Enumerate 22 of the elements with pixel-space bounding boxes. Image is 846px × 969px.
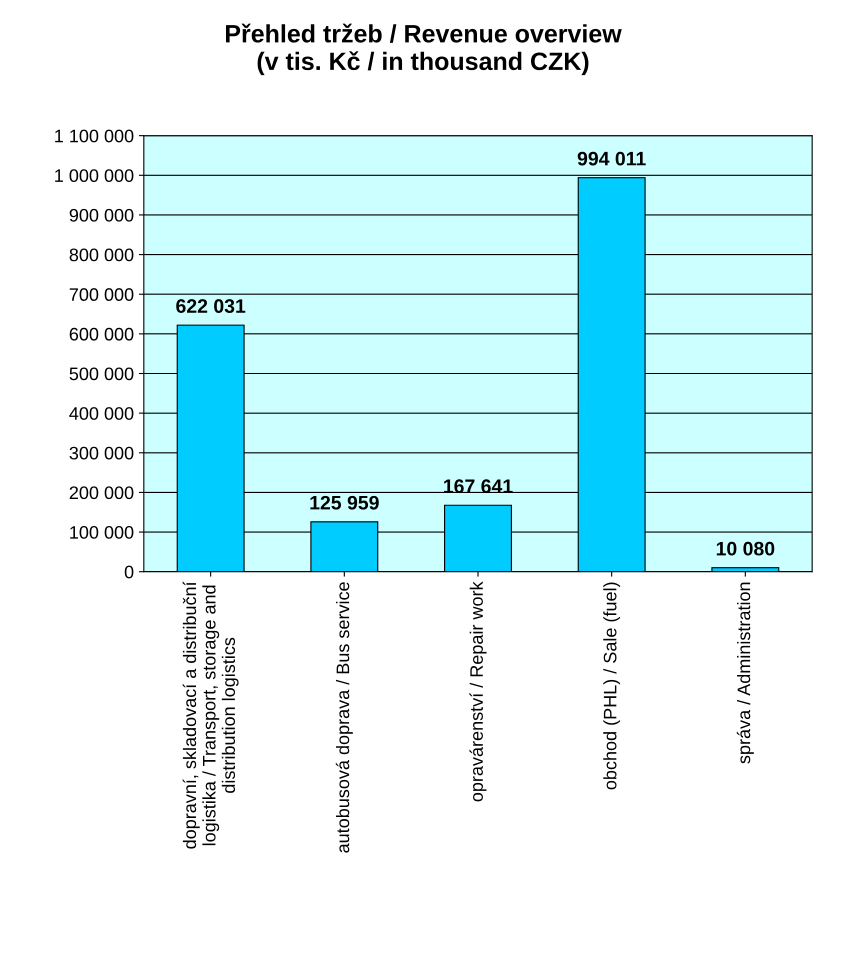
- y-tick-label: 600 000: [70, 328, 134, 341]
- y-tick-label: 100 000: [70, 526, 134, 539]
- data-label: 125 959: [310, 496, 379, 510]
- y-tick-label: 900 000: [70, 208, 134, 222]
- x-tick-label: opravárenství / Repair work: [469, 581, 487, 802]
- data-label: 10 080: [716, 542, 774, 556]
- data-label: 994 011: [578, 152, 646, 166]
- y-tick-label: 0: [124, 566, 134, 578]
- y-tick-label: 300 000: [70, 446, 134, 460]
- x-tick-label: obchod (PHL) / Sale (fuel): [603, 582, 620, 790]
- chart-title: Přehled tržeb / Revenue overview (v tis. Kč / in thousand CZK): [226, 24, 622, 76]
- y-tick-label: 1 000 000: [55, 169, 134, 182]
- y-tick-label: 1 100 000: [55, 130, 134, 142]
- y-tick-label: 700 000: [70, 288, 134, 301]
- y-tick-label: 800 000: [70, 248, 134, 262]
- x-tick-label: autobusová doprava / Bus service: [336, 582, 353, 853]
- x-tick-label: správa / Administration: [736, 582, 754, 764]
- y-tick-label: 400 000: [69, 407, 134, 420]
- y-tick-label: 200 000: [70, 486, 134, 500]
- data-label: 622 031: [176, 299, 246, 313]
- y-tick-label: 500 000: [70, 367, 134, 380]
- x-tick-label: dopravní, skladovací a distribuční logistika / Transport, storage and distribution logistics: [182, 581, 239, 849]
